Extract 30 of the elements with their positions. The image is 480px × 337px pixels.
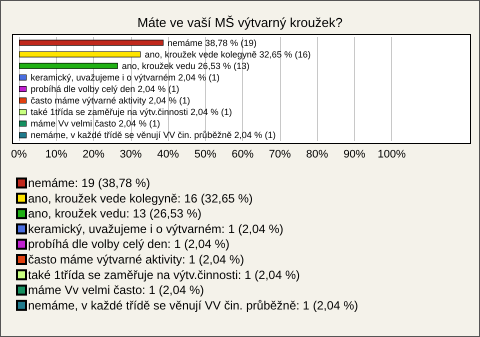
x-tick-label: 70% [268,148,292,160]
legend-label: také 1třída se zaměřuje na výtv.činnosti: 1 (2,04 %) [28,268,300,282]
data-label: nemáme 38,78 % (19) [168,38,257,48]
data-label: keramický, uvažujeme i o výtvarném 2,04 % (1) [30,72,220,82]
legend-label: probíhá dle volby celý den: 1 (2,04 %) [28,237,230,252]
data-label: probíhá dle volby celý den 2,04 % (1) [30,84,180,94]
x-tick-label: 90% [343,148,366,160]
legend-label: nemáme: 19 (38,78 %) [28,176,150,190]
data-label: často máme výtvarné aktivity 2,04 % (1) [30,96,190,106]
chart-title: Máte ve vaší MŠ výtvarný kroužek? [137,15,343,30]
x-tick-label: 100% [378,148,406,160]
x-tick-label: 60% [232,148,254,160]
legend-label: máme Vv velmi často: 1 (2,04 %) [28,283,204,298]
data-label: ano, kroužek vede kolegyně 32,65 % (16) [144,49,311,60]
data-label: také 1třída se zaměřuje na výtv.činnosti 2,04 % (1) [30,107,232,118]
data-label: nemáme, v každé třídě se věnují VV čin. průběžně 2,04 % (1) [30,130,276,140]
x-tick-label: 30% [120,148,142,160]
x-tick-label: 20% [82,148,105,160]
legend-label: nemáme, v každé třídě se věnují VV čin. průběžně: 1 (2,04 %) [28,298,358,312]
x-tick-label: 40% [157,148,180,160]
x-tick-label: 0% [11,148,28,160]
x-tick-label: 10% [45,148,68,160]
data-label: máme Vv velmi často 2,04 % (1) [30,118,160,129]
legend-label: ano, kroužek vedu: 13 (26,53 %) [28,206,202,221]
legend-label: často máme výtvarné aktivity: 1 (2,04 %) [28,252,244,266]
legend-label: ano, kroužek vede kolegyně: 16 (32,65 %) [28,191,253,206]
x-tick-label: 50% [194,148,217,160]
legend-label: keramický, uvažujeme i o výtvarném: 1 (2,04 %) [28,222,284,236]
data-label: ano, kroužek vedu 26,53 % (13) [122,60,250,71]
x-tick-label: 80% [306,148,328,160]
